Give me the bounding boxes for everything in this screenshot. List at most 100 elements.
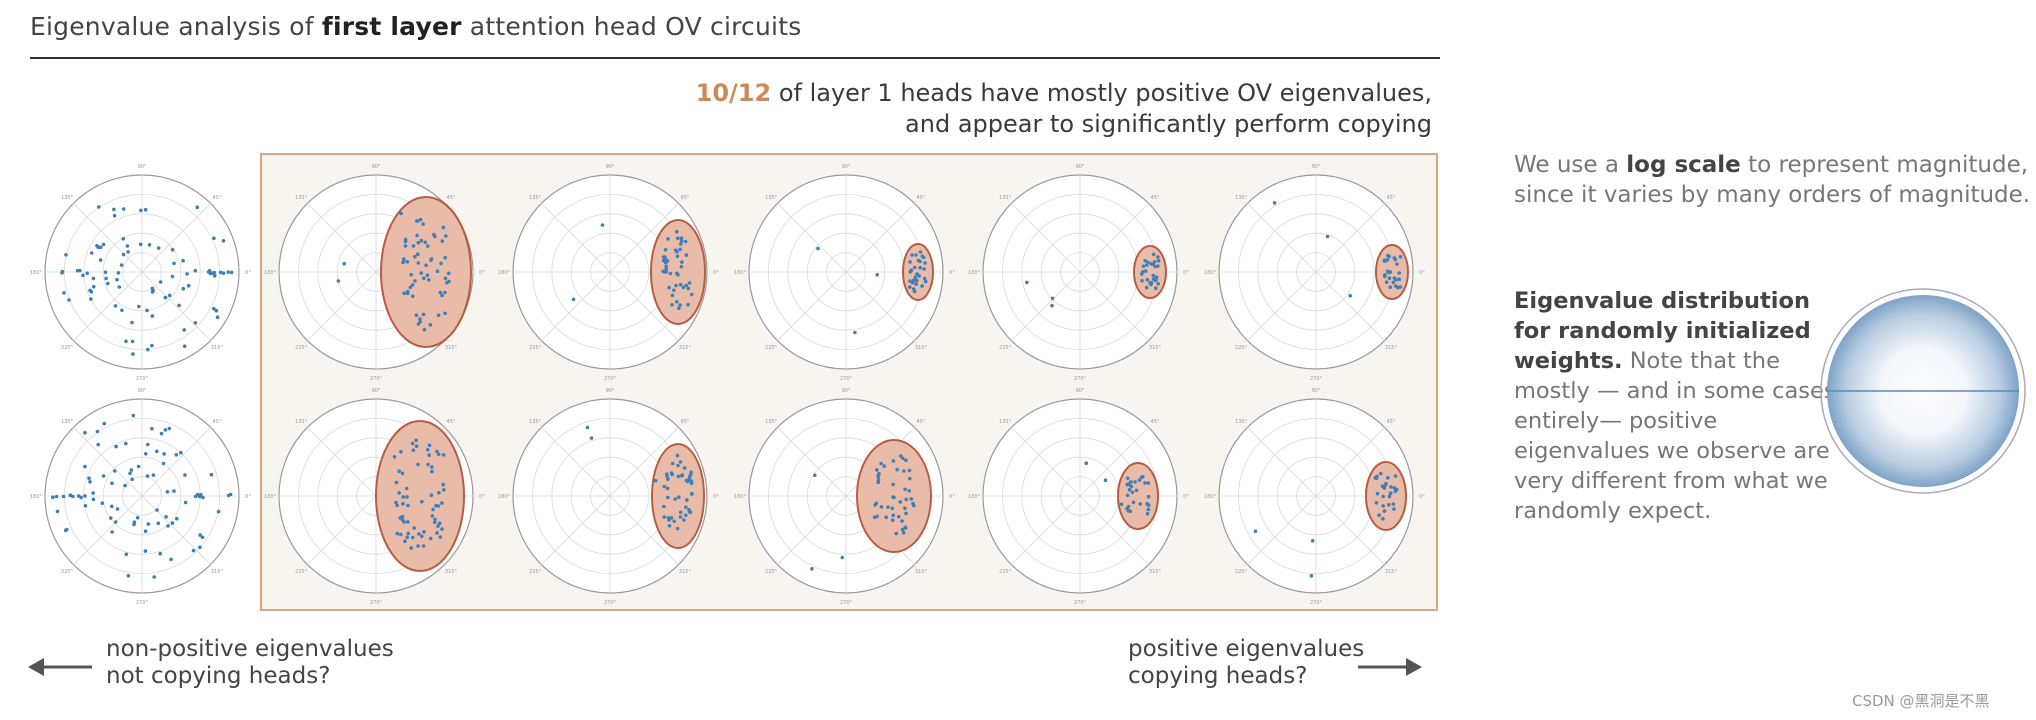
eigenvalue-point [78, 268, 82, 273]
eigenvalue-point [662, 515, 667, 519]
eigenvalue-point [1127, 488, 1132, 492]
non-copying-label-line-1: non-positive eigenvalues [106, 636, 394, 662]
eigenvalue-point [152, 575, 156, 579]
polar-spoke [541, 203, 611, 273]
angle-tick-label: 0° [1183, 270, 1189, 276]
angle-tick-label: 90° [1076, 164, 1085, 170]
title-emphasis: first layer [321, 12, 462, 41]
eigenvalue-point [145, 308, 149, 313]
eigenvalue-point [147, 243, 152, 247]
eigenvalue-point [675, 229, 679, 234]
eigenvalue-point [401, 260, 405, 265]
eigenvalue-point [1143, 481, 1147, 485]
polar-spoke [541, 427, 611, 497]
angle-tick-label: 90° [372, 164, 381, 170]
eigenvalue-point [420, 534, 424, 539]
eigenvalue-point [102, 421, 107, 426]
eigenvalue-point [411, 244, 416, 248]
eigenvalue-point [156, 521, 161, 526]
eigenvalue-point [664, 267, 668, 271]
eigenvalue-point [600, 223, 605, 227]
polar-spoke [777, 427, 847, 497]
eigenvalue-point [106, 281, 110, 286]
eigenvalue-point [51, 495, 55, 500]
eigenvalue-point [392, 455, 397, 459]
eigenvalue-point [435, 531, 439, 535]
polar-spoke [307, 427, 377, 497]
eigenvalue-point [150, 314, 155, 318]
eigenvalue-point [144, 452, 148, 456]
angle-tick-label: 315° [445, 345, 458, 351]
angle-tick-label: 45° [447, 195, 456, 201]
eigenvalue-point [163, 295, 168, 300]
angle-tick-label: 180° [968, 270, 981, 276]
eigenvalue-point [198, 545, 202, 550]
polar-spoke [845, 203, 915, 273]
eigenvalue-point [1084, 461, 1088, 466]
eigenvalue-point [912, 503, 916, 508]
eigenvalue-point [1394, 277, 1398, 282]
eigenvalue-point [1156, 258, 1161, 263]
eigenvalue-point [923, 279, 928, 284]
eigenvalue-point [394, 480, 399, 485]
angle-tick-label: 135° [295, 419, 308, 425]
eigenvalue-point [1146, 481, 1151, 485]
copying-label: positive eigenvalues copying heads? [1128, 636, 1364, 690]
eigenvalue-point [665, 486, 670, 491]
eigenvalue-point [910, 253, 914, 257]
eigenvalue-point [416, 322, 421, 326]
eigenvalue-point [433, 520, 437, 524]
log-scale-note: We use a log scale to represent magnitud… [1514, 150, 2034, 210]
eigenvalue-point [402, 257, 406, 261]
polar-plot-head: 0° 45° 90° 135° 180° 225° 270° 315° [1204, 388, 1425, 606]
eigenvalue-point [400, 514, 405, 519]
eigenvalue-point [193, 494, 198, 499]
eigenvalue-point [898, 500, 903, 504]
copying-highlight [1365, 461, 1407, 531]
eigenvalue-point [1146, 507, 1151, 512]
angle-tick-label: 270° [604, 600, 617, 606]
eigenvalue-point [443, 290, 447, 295]
eigenvalue-point [1385, 269, 1390, 274]
eigenvalue-point [400, 471, 405, 476]
non-copying-label-line-2: not copying heads? [106, 663, 331, 689]
polar-spoke [73, 495, 143, 565]
eigenvalue-point [430, 469, 434, 474]
eigenvalue-point [840, 555, 845, 560]
angle-tick-label: 90° [842, 388, 851, 394]
eigenvalue-point [342, 261, 347, 266]
angle-tick-label: 180° [734, 270, 747, 276]
eigenvalue-point [668, 271, 673, 276]
eigenvalue-point [163, 428, 168, 432]
eigenvalue-point [915, 278, 919, 283]
eigenvalue-point [146, 442, 150, 447]
eigenvalue-point [406, 289, 410, 294]
angle-tick-label: 45° [1387, 195, 1396, 201]
eigenvalue-point [672, 288, 676, 293]
eigenvalue-point [135, 515, 140, 520]
eigenvalue-point [425, 448, 430, 452]
eigenvalue-point [1144, 285, 1149, 290]
eigenvalue-point [426, 462, 430, 467]
angle-tick-label: 315° [445, 569, 458, 575]
angle-tick-label: 315° [915, 569, 928, 575]
eigenvalue-point [395, 503, 399, 508]
eigenvalue-point [175, 516, 179, 521]
angle-tick-label: 90° [138, 164, 147, 170]
eigenvalue-point [921, 255, 926, 260]
polar-spoke [307, 203, 377, 273]
eigenvalue-point [672, 519, 676, 524]
non-copying-label: non-positive eigenvalues not copying hea… [106, 636, 394, 690]
eigenvalue-point [441, 453, 446, 457]
eigenvalue-point [1133, 480, 1137, 484]
eigenvalue-point [427, 453, 432, 458]
eigenvalue-point [908, 260, 912, 264]
angle-tick-label: 315° [679, 569, 692, 575]
eigenvalue-point [191, 548, 196, 553]
eigenvalue-point [686, 479, 690, 484]
angle-tick-label: 180° [1204, 494, 1217, 500]
eigenvalue-point [1377, 513, 1381, 517]
polar-spoke [141, 495, 211, 565]
angle-tick-label: 90° [1312, 388, 1321, 394]
eigenvalue-point [101, 242, 106, 247]
